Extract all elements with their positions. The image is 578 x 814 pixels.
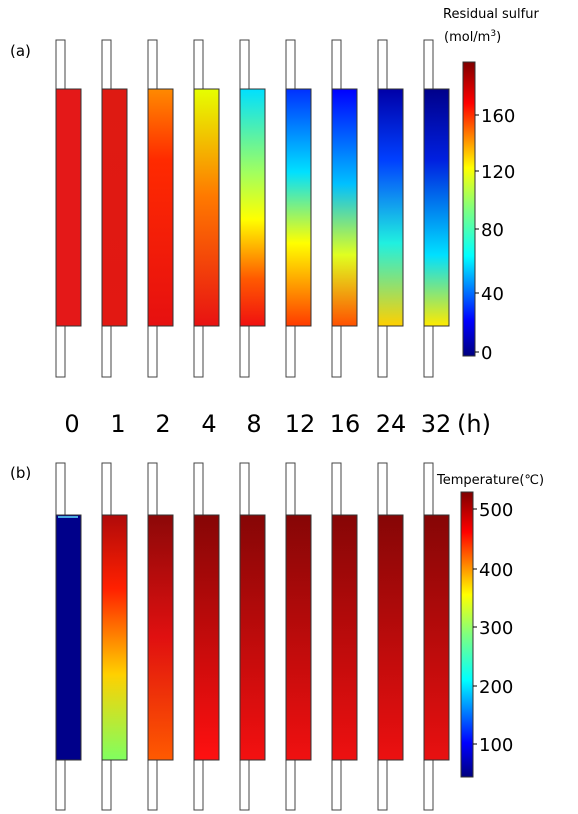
reactor-column: [424, 40, 449, 377]
colorbar-b-tick: 500: [479, 500, 513, 521]
time-labels: 0 1 2 4 8 12 16 24 32 (h): [64, 410, 491, 438]
colorbar-a-scale: [463, 62, 475, 356]
reactor-column: [378, 40, 403, 377]
colorbar-a-tick: 40: [481, 284, 504, 305]
reactor-column: [148, 463, 173, 810]
colorbar-a-title-line1: Residual sulfur: [443, 7, 539, 22]
reactor-column: [194, 463, 219, 810]
colorbar-b-tick: 100: [479, 735, 513, 756]
time-label: 12: [285, 410, 316, 438]
reactor-column: [56, 40, 81, 377]
colorbar-b-tick: 400: [479, 560, 513, 581]
time-label: 4: [201, 410, 216, 438]
time-label: 1: [110, 410, 125, 438]
reactor-column: [148, 40, 173, 377]
time-label: 32: [421, 410, 452, 438]
time-label: 2: [155, 410, 170, 438]
colorbar-a-tick: 120: [481, 162, 515, 183]
colorbar-b-title: Temperature(℃): [436, 473, 544, 488]
reactor-column: [332, 40, 357, 377]
colorbar-b: Temperature(℃) 500 400 300 200 100: [436, 473, 544, 777]
reactor-column: [240, 463, 265, 810]
reactor-column: [286, 40, 311, 377]
reactor-column: [56, 463, 81, 810]
reactor-column: [424, 463, 449, 810]
colorbar-a-tick: 0: [481, 343, 492, 364]
colorbar-a-tick: 160: [481, 106, 515, 127]
colorbar-a-title-line2: (mol/m3): [444, 29, 501, 45]
reactor-column: [378, 463, 403, 810]
time-label: 0: [64, 410, 79, 438]
time-label: 16: [330, 410, 361, 438]
panel-b-columns: [56, 463, 449, 810]
colorbar-b-tick: 200: [479, 677, 513, 698]
panel-a-columns: [56, 40, 449, 377]
time-label: 8: [246, 410, 261, 438]
reactor-column: [332, 463, 357, 810]
reactor-column: [194, 40, 219, 377]
colorbar-a-tick: 80: [481, 220, 504, 241]
time-unit-label: (h): [457, 410, 491, 438]
reactor-column: [286, 463, 311, 810]
colorbar-b-scale: [461, 492, 473, 777]
colorbar-a: Residual sulfur (mol/m3) 160 120 80 40 0: [443, 7, 539, 364]
colorbar-b-tick: 300: [479, 618, 513, 639]
panel-a-label: (a): [10, 42, 31, 60]
reactor-column: [240, 40, 265, 377]
reactor-column: [102, 463, 127, 810]
time-label: 24: [376, 410, 407, 438]
reactor-column: [102, 40, 127, 377]
panel-b-label: (b): [10, 464, 31, 482]
